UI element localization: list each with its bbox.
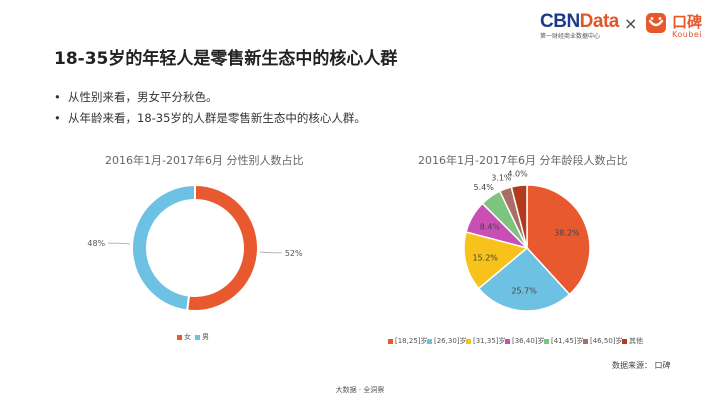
legend-item: [31,35]岁 — [466, 336, 506, 346]
gender-leader-line — [259, 251, 282, 254]
koubei-logo-subtitle: Koubei — [672, 30, 703, 39]
legend-item: [36,40]岁 — [505, 336, 545, 346]
legend-swatch — [583, 338, 588, 344]
bullet-icon: • — [54, 90, 61, 104]
cbndata-logo-text: CBNData — [540, 11, 619, 32]
legend-swatch — [622, 338, 627, 344]
age-data-label: 3.1% — [491, 174, 512, 183]
legend-item: 女 — [177, 332, 191, 342]
legend-swatch — [177, 334, 182, 340]
legend-label: 女 — [184, 333, 191, 341]
legend-swatch — [388, 338, 393, 344]
legend-label: [46,50]岁 — [590, 337, 623, 345]
bullet-item: • 从性别来看，男女平分秋色。 — [54, 87, 366, 108]
legend-item: [41,45]岁 — [544, 336, 584, 346]
legend-item: [26,30]岁 — [427, 336, 467, 346]
legend-label: [41,45]岁 — [551, 337, 584, 345]
legend-item: 其他 — [622, 336, 643, 346]
gender-slice-female — [185, 183, 259, 312]
koubei-logo-text: 口碑 — [672, 13, 703, 31]
gender-slice-male — [131, 183, 196, 312]
age-data-label: 38.2% — [554, 228, 580, 237]
koubei-logo-icon — [646, 13, 666, 33]
gender-data-label: 52% — [285, 249, 303, 258]
legend-swatch — [466, 338, 471, 344]
legend-item: 男 — [195, 332, 209, 342]
gender-chart-title: 2016年1月-2017年6月 分性别人数占比 — [105, 154, 304, 167]
age-data-label: 5.4% — [474, 183, 495, 192]
footer-slogan: 大数据 · 全洞察 — [335, 386, 385, 394]
bullet-list: • 从性别来看，男女平分秋色。 • 从年龄来看，18-35岁的人群是零售新生态中的核… — [54, 87, 366, 129]
legend-label: [31,35]岁 — [473, 337, 506, 345]
legend-item: [18,25]岁 — [388, 336, 428, 346]
legend-label: [36,40]岁 — [512, 337, 545, 345]
legend-label: [26,30]岁 — [434, 337, 467, 345]
legend-swatch — [195, 334, 200, 340]
age-data-label: 25.7% — [511, 287, 537, 296]
legend-item: [46,50]岁 — [583, 336, 623, 346]
bullet-text: 从性别来看，男女平分秋色。 — [68, 90, 218, 104]
cbndata-logo: CBNData 第一财经商业数据中心 — [540, 12, 620, 42]
age-data-label: 4.0% — [507, 170, 528, 179]
bullet-icon: • — [54, 111, 61, 125]
legend-swatch — [427, 338, 432, 344]
gender-data-label: 48% — [87, 239, 105, 248]
legend-label: 其他 — [629, 337, 643, 345]
age-data-label: 8.4% — [480, 223, 501, 232]
data-source: 数据来源： 口碑 — [612, 361, 671, 370]
age-slice — [477, 246, 571, 312]
age-data-label: 15.2% — [472, 253, 498, 262]
age-slice — [526, 184, 591, 296]
legend-label: 男 — [202, 333, 209, 341]
bullet-item: • 从年龄来看，18-35岁的人群是零售新生态中的核心人群。 — [54, 108, 366, 129]
legend-swatch — [505, 338, 510, 344]
gender-leader-line — [108, 242, 131, 245]
legend-label: [18,25]岁 — [395, 337, 428, 345]
age-slice — [463, 231, 529, 290]
page-title: 18-35岁的年轻人是零售新生态中的核心人群 — [54, 49, 398, 69]
legend-swatch — [544, 338, 549, 344]
age-chart-title: 2016年1月-2017年6月 分年龄段人数占比 — [418, 154, 628, 167]
age-slice — [510, 184, 528, 249]
logo-separator: × — [624, 14, 638, 33]
bullet-text: 从年龄来看，18-35岁的人群是零售新生态中的核心人群。 — [68, 111, 366, 125]
cbndata-logo-subtitle: 第一财经商业数据中心 — [540, 33, 601, 40]
